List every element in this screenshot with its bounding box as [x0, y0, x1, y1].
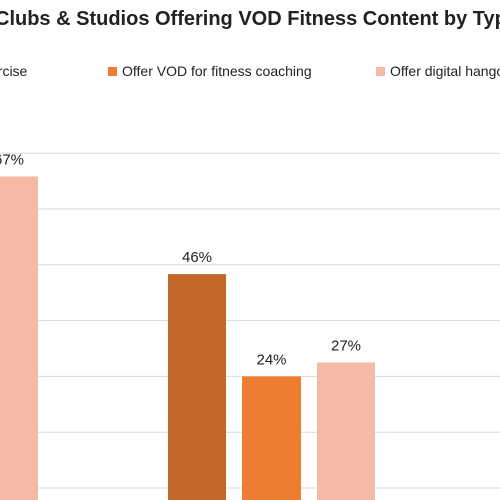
chart-title: Clubs & Studios Offering VOD Fitness Con…: [0, 4, 500, 36]
bar-digital-hangout-2: [317, 362, 375, 500]
chart-title-text: Clubs & Studios Offering VOD Fitness Con…: [0, 8, 500, 30]
data-label-3: 24%: [256, 351, 286, 368]
data-label-4: 27%: [331, 337, 361, 354]
data-label-1: 67%: [0, 151, 24, 168]
legend-label-2: Offer VOD for fitness coaching: [122, 63, 312, 79]
legend-label-3: Offer digital hango: [390, 63, 500, 79]
bar-vod-coaching: [242, 376, 301, 500]
legend-swatch-3: [376, 67, 385, 76]
bar-group-2-series-1: [168, 274, 226, 500]
legend-swatch-2: [108, 67, 117, 76]
bar-digital-hangout-1: [0, 176, 38, 500]
data-label-2: 46%: [182, 249, 212, 266]
